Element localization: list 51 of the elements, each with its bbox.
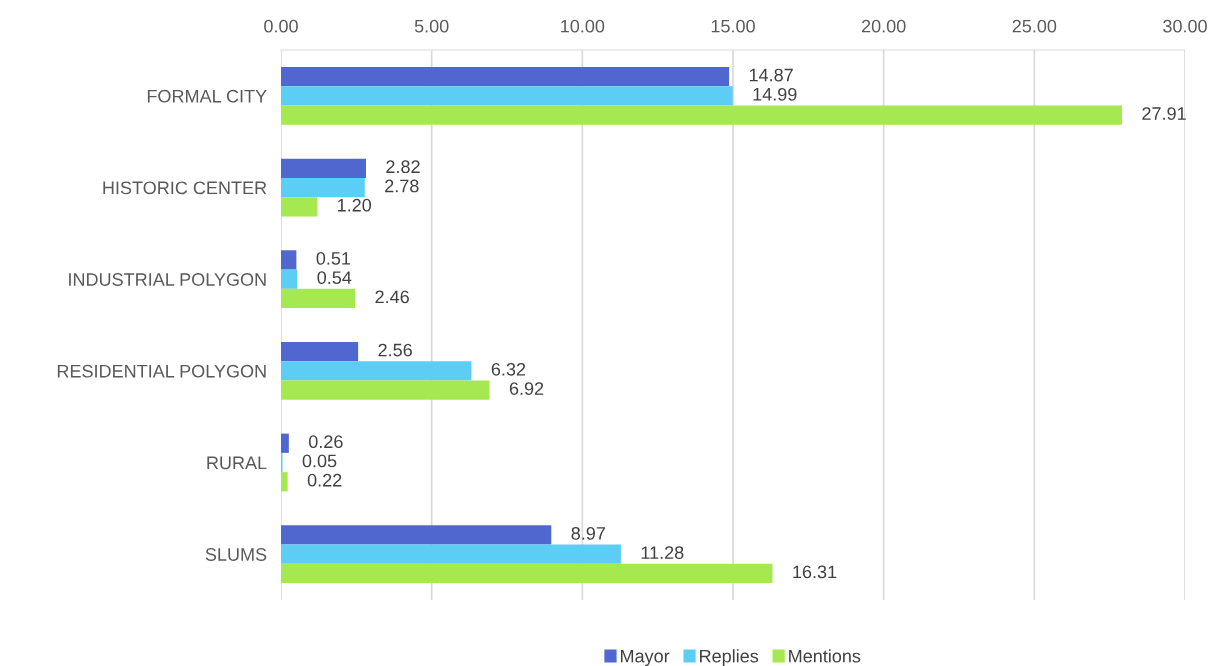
y-tick-label: HISTORIC CENTER xyxy=(103,181,267,195)
y-tick-label: SLUMS xyxy=(205,548,267,561)
data-label: 14.99 xyxy=(753,87,797,101)
x-tick-label: 0.00 xyxy=(264,19,298,33)
bar xyxy=(281,472,288,492)
data-label: 6.92 xyxy=(509,382,544,395)
data-label: 2.46 xyxy=(375,290,409,304)
bar xyxy=(281,105,1123,125)
bar xyxy=(281,380,490,400)
bar xyxy=(281,341,359,362)
bar xyxy=(281,563,773,584)
data-label: 0.05 xyxy=(302,454,337,468)
bar xyxy=(281,66,730,87)
data-label: 16.31 xyxy=(793,565,837,579)
x-tick-label: 30.00 xyxy=(1163,19,1207,33)
bar xyxy=(281,197,318,217)
y-tick-label: INDUSTRIAL POLYGON xyxy=(69,273,266,286)
bar xyxy=(281,544,621,564)
x-tick-label: 20.00 xyxy=(861,19,906,33)
data-label: 0.26 xyxy=(308,435,343,449)
y-tick-label: FORMAL CITY xyxy=(147,89,267,103)
bar xyxy=(281,86,733,106)
bar xyxy=(281,525,552,545)
bar xyxy=(281,158,366,178)
y-tick-label: RURAL xyxy=(207,456,267,470)
bar xyxy=(281,361,472,381)
bar xyxy=(281,288,356,309)
y-tick-label: RESIDENTIAL POLYGON xyxy=(57,364,266,378)
data-label: 27.91 xyxy=(1142,107,1186,120)
bar xyxy=(281,250,297,270)
data-label: 11.28 xyxy=(641,546,684,560)
data-label: 2.82 xyxy=(386,160,420,174)
x-tick-label: 5.00 xyxy=(414,19,449,33)
data-label: 0.54 xyxy=(317,271,352,285)
data-label: 2.78 xyxy=(385,179,419,193)
x-tick-label: 15.00 xyxy=(711,19,755,33)
data-label: 14.87 xyxy=(749,68,793,82)
legend-label: Mayor xyxy=(621,649,670,666)
legend-label: Replies xyxy=(700,649,759,666)
data-label: 8.97 xyxy=(571,526,605,540)
legend-label: Mentions xyxy=(789,649,861,663)
bar xyxy=(281,177,365,198)
data-label: 2.56 xyxy=(378,343,412,357)
data-label: 1.20 xyxy=(337,198,372,212)
data-label: 0.51 xyxy=(316,251,351,265)
x-tick-label: 25.00 xyxy=(1012,19,1057,33)
data-label: 0.22 xyxy=(307,473,342,487)
x-tick-label: 10.00 xyxy=(561,19,605,33)
data-label: 6.32 xyxy=(491,362,526,376)
bar xyxy=(281,269,298,289)
bar xyxy=(281,433,289,453)
